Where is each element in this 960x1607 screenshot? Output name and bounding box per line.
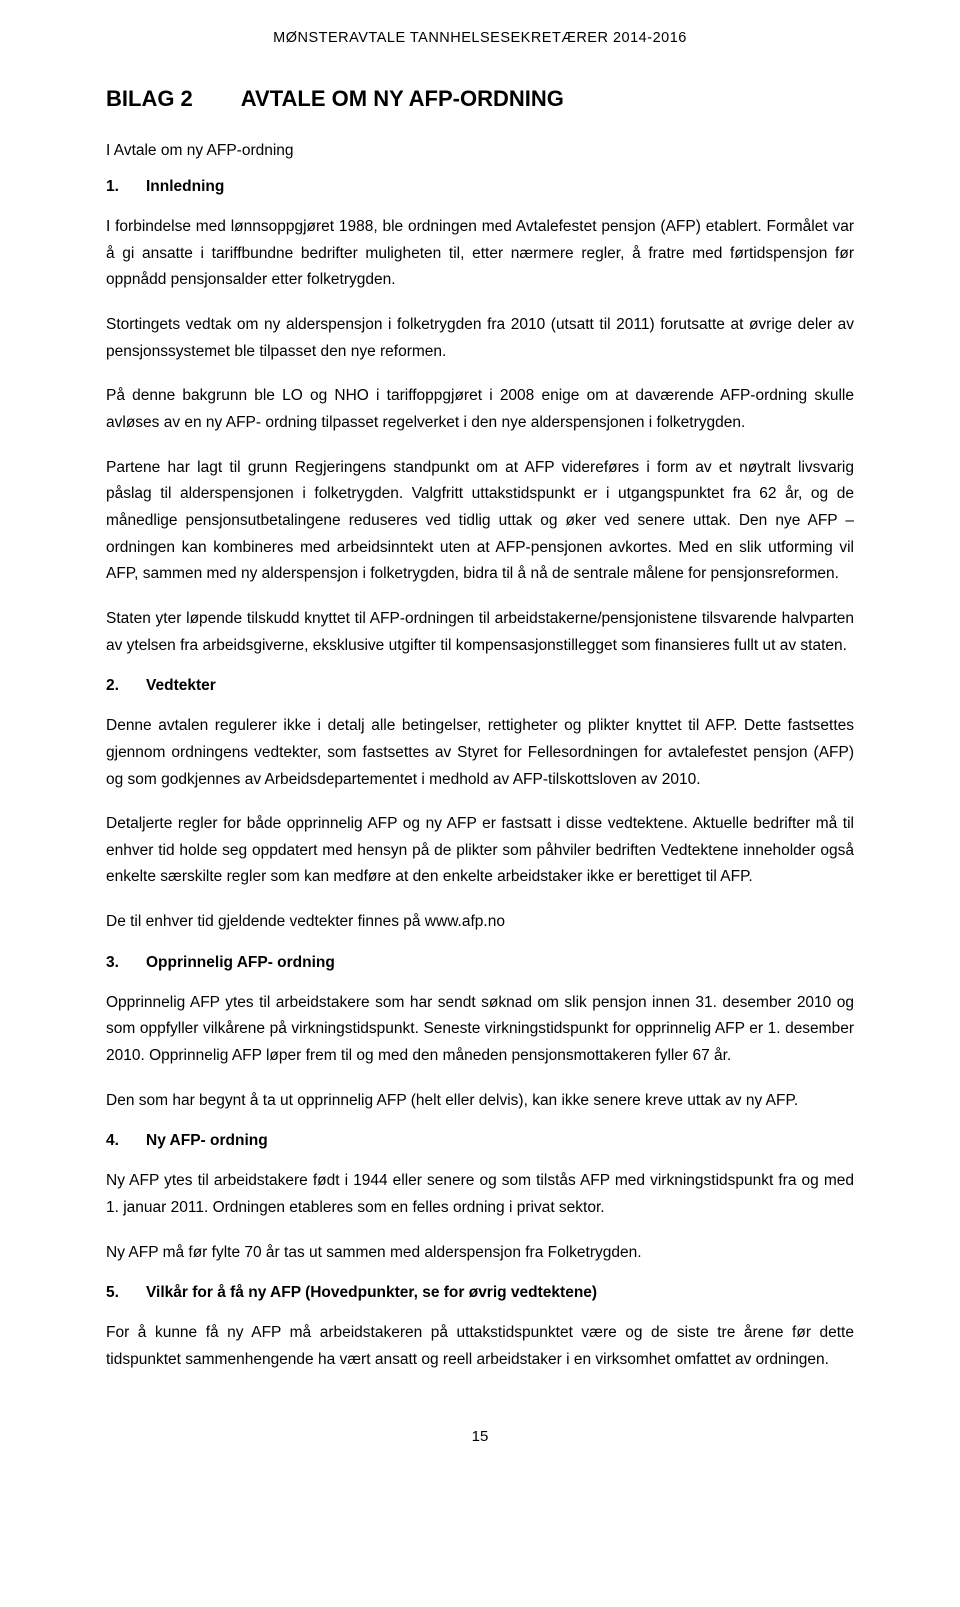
section-2-p2: Detaljerte regler for både opprinnelig A… — [106, 811, 854, 891]
section-4-title: Ny AFP- ordning — [146, 1132, 268, 1150]
section-1-num: 1. — [106, 178, 124, 196]
section-1-p1: I forbindelse med lønnsoppgjøret 1988, b… — [106, 214, 854, 294]
section-4-p1: Ny AFP ytes til arbeidstakere født i 194… — [106, 1168, 854, 1221]
bilag-title: BILAG 2 — [106, 86, 193, 112]
page-number: 15 — [106, 1428, 854, 1445]
section-1-title: Innledning — [146, 178, 224, 196]
section-3-p2: Den som har begynt å ta ut opprinnelig A… — [106, 1088, 854, 1115]
document-header: MØNSTERAVTALE TANNHELSESEKRETÆRER 2014-2… — [106, 30, 854, 46]
section-3-heading: 3. Opprinnelig AFP- ordning — [106, 954, 854, 972]
section-3-title: Opprinnelig AFP- ordning — [146, 954, 335, 972]
section-5-p1: For å kunne få ny AFP må arbeidstakeren … — [106, 1320, 854, 1373]
bilag-subject: AVTALE OM NY AFP-ORDNING — [241, 86, 564, 112]
section-4-num: 4. — [106, 1132, 124, 1150]
section-intro: I Avtale om ny AFP-ordning — [106, 142, 854, 160]
section-1-p5: Staten yter løpende tilskudd knyttet til… — [106, 606, 854, 659]
section-2-p1: Denne avtalen regulerer ikke i detalj al… — [106, 713, 854, 793]
section-2-num: 2. — [106, 677, 124, 695]
section-2-title: Vedtekter — [146, 677, 216, 695]
section-3-p1: Opprinnelig AFP ytes til arbeidstakere s… — [106, 990, 854, 1070]
section-5-heading: 5. Vilkår for å få ny AFP (Hovedpunkter,… — [106, 1284, 854, 1302]
section-5-title: Vilkår for å få ny AFP (Hovedpunkter, se… — [146, 1284, 597, 1302]
section-1-p3: På denne bakgrunn ble LO og NHO i tariff… — [106, 383, 854, 436]
section-2-p3: De til enhver tid gjeldende vedtekter fi… — [106, 909, 854, 936]
section-1-p2: Stortingets vedtak om ny alderspensjon i… — [106, 312, 854, 365]
document-page: MØNSTERAVTALE TANNHELSESEKRETÆRER 2014-2… — [0, 0, 960, 1505]
section-1-heading: 1. Innledning — [106, 178, 854, 196]
section-1-p4: Partene har lagt til grunn Regjeringens … — [106, 455, 854, 588]
section-4-heading: 4. Ny AFP- ordning — [106, 1132, 854, 1150]
section-5-num: 5. — [106, 1284, 124, 1302]
bilag-heading-row: BILAG 2 AVTALE OM NY AFP-ORDNING — [106, 86, 854, 112]
section-4-p2: Ny AFP må før fylte 70 år tas ut sammen … — [106, 1240, 854, 1267]
section-3-num: 3. — [106, 954, 124, 972]
section-2-heading: 2. Vedtekter — [106, 677, 854, 695]
